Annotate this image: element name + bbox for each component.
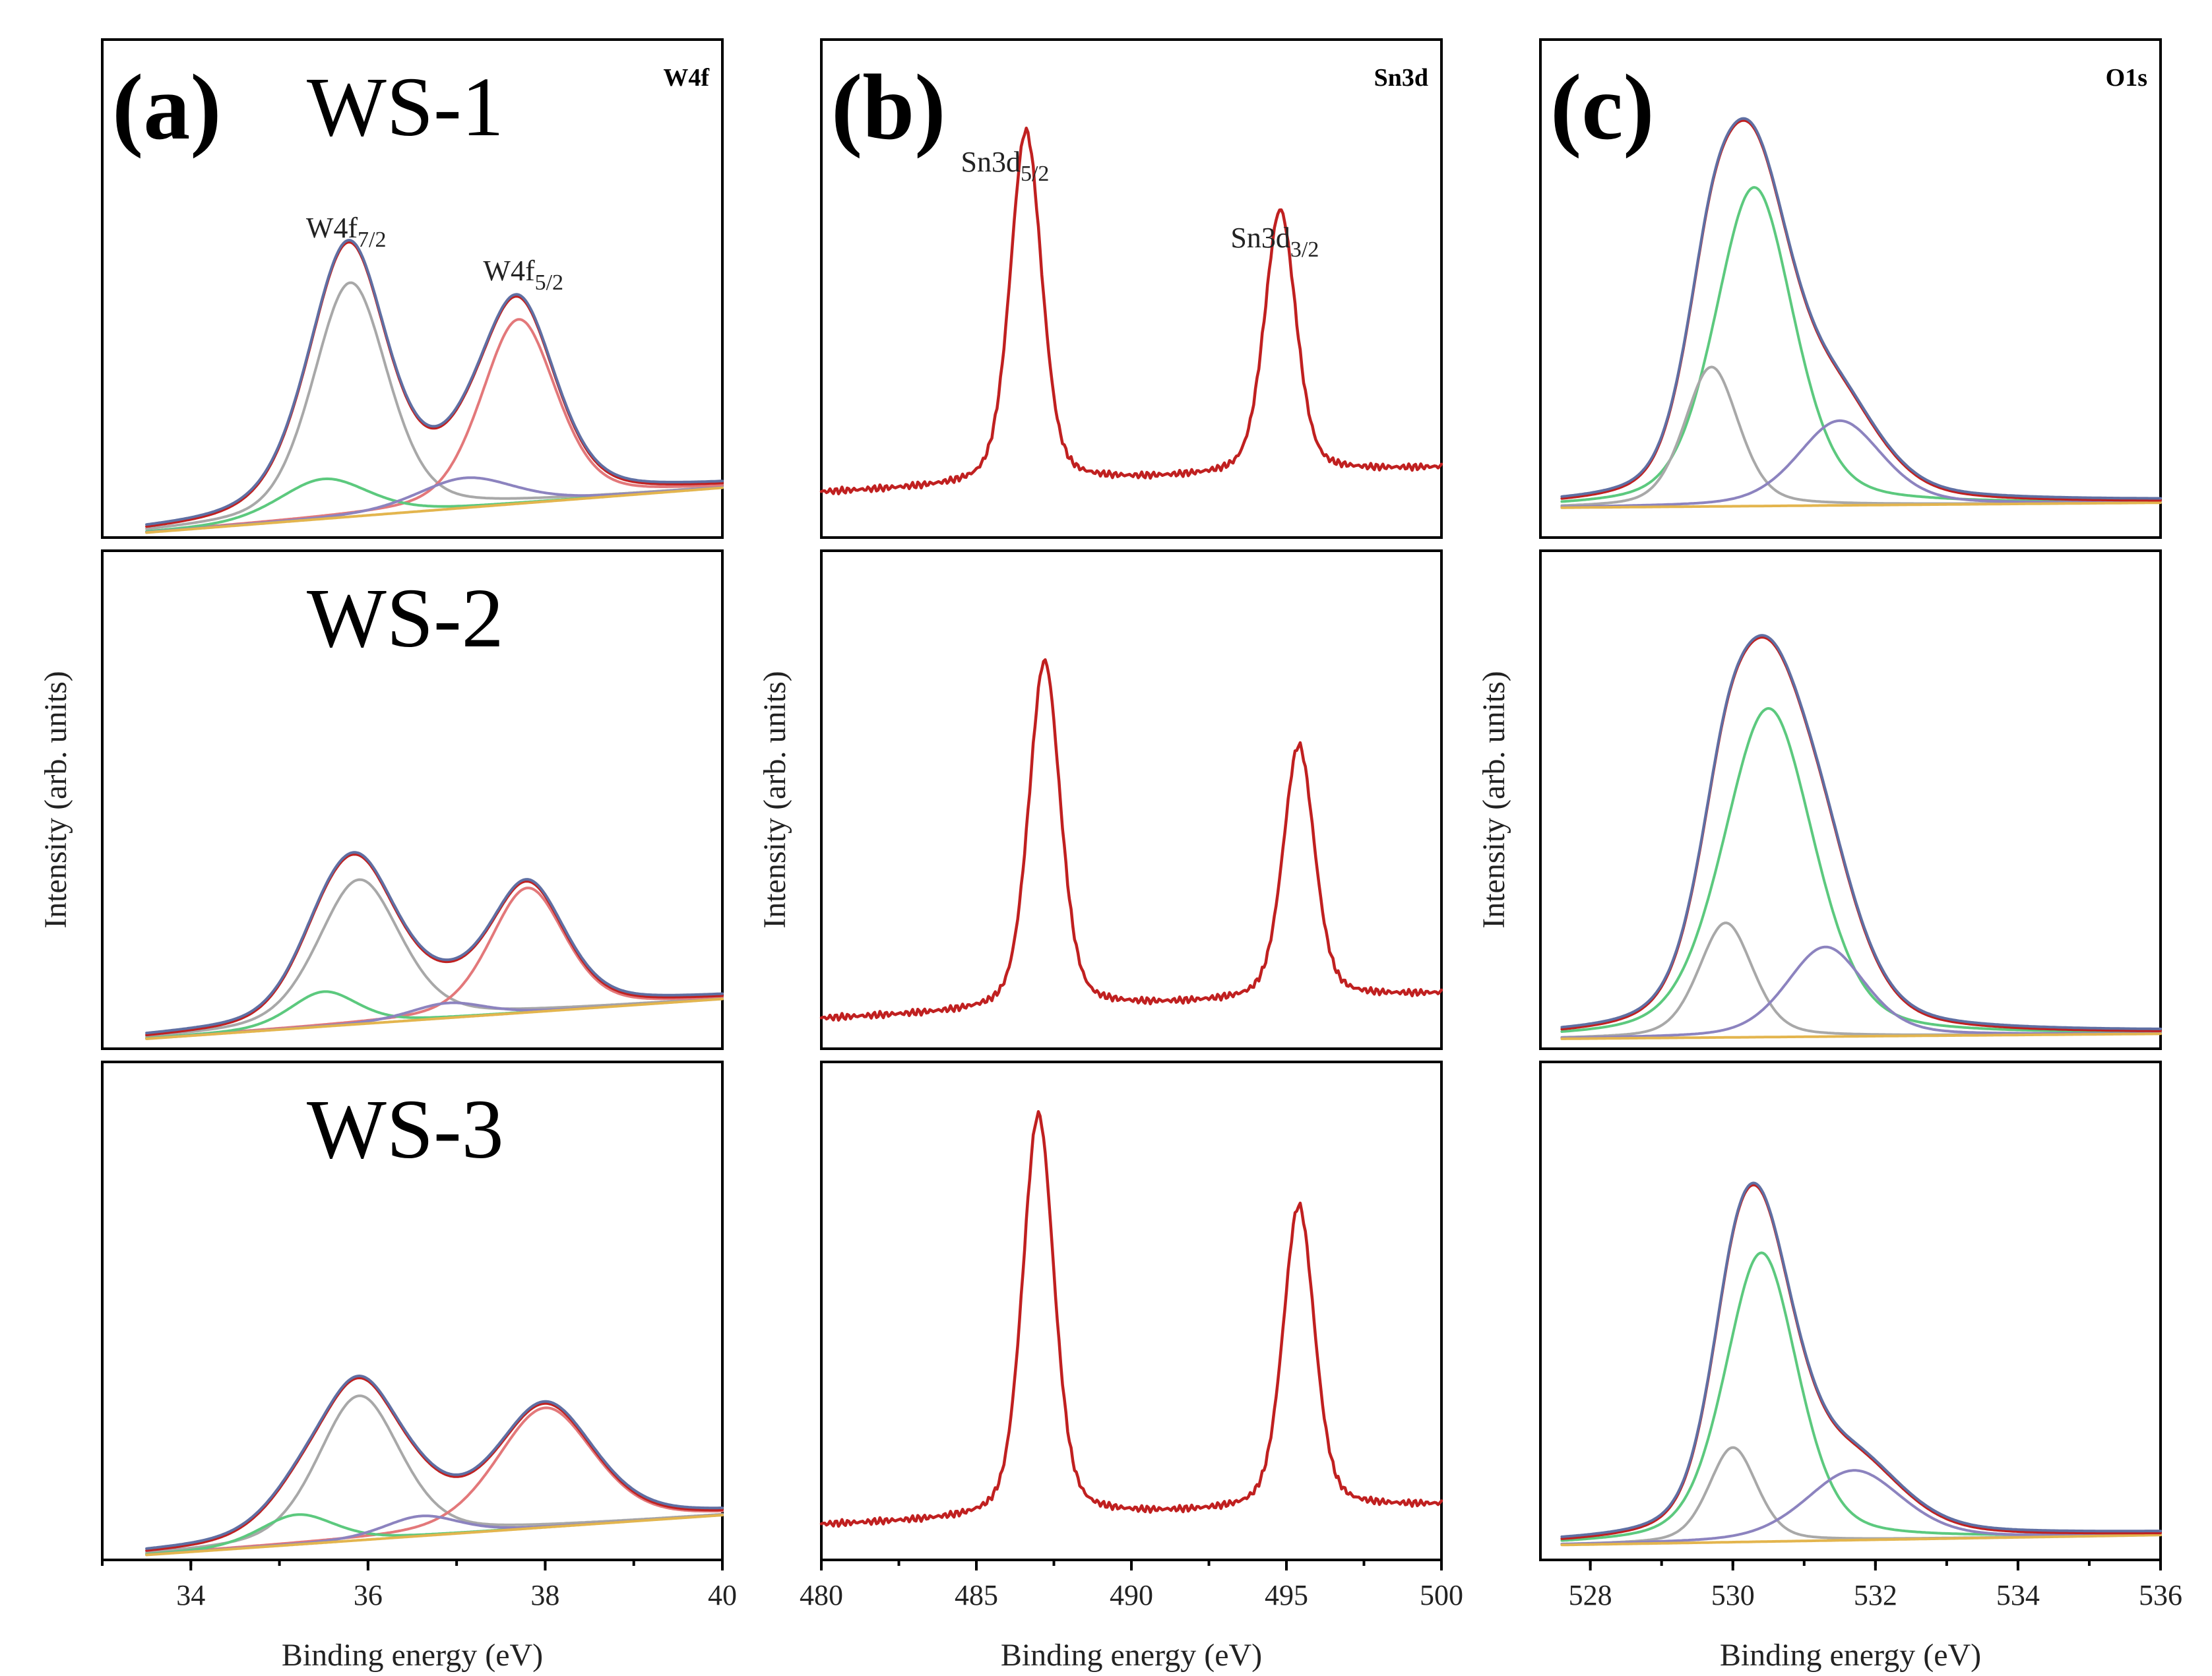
plot-frame: [820, 1061, 1443, 1561]
panel-b-row-3: 480 485 490 495 500 Binding energy (eV): [800, 1061, 1463, 1673]
background-line: [1560, 1534, 2162, 1547]
sample-label: WS-1: [307, 60, 504, 154]
experimental-line: [145, 241, 724, 528]
x-tick-label: 34: [176, 1579, 205, 1611]
envelope-line: [145, 851, 724, 1035]
envelope-line: [145, 1375, 724, 1550]
plot-frame: [1539, 38, 2162, 539]
fit-component-green: [1560, 707, 2162, 1034]
sample-label: WS-3: [307, 1082, 504, 1176]
sample-label: WS-2: [307, 571, 504, 665]
panel-letter: (c): [1550, 55, 1655, 159]
peak-label: Sn3d5/2: [961, 146, 1050, 186]
experimental-line: [819, 126, 1443, 495]
panel-a-row-2: WS-2 Intensity (arb. units): [38, 549, 724, 1050]
envelope-line: [1560, 634, 2162, 1030]
plot-frame: [1539, 1061, 2162, 1561]
panel-b-row-2: Intensity (arb. units): [757, 549, 1443, 1050]
x-tick-label: 528: [1569, 1579, 1612, 1611]
fit-component-purple: [1560, 1469, 2162, 1545]
x-axis-title: Binding energy (eV): [1720, 1638, 1981, 1673]
x-tick-label: 534: [1996, 1579, 2040, 1611]
x-axis-title: Binding energy (eV): [1001, 1638, 1262, 1673]
x-tick-label: 500: [1420, 1579, 1463, 1611]
experimental-line: [145, 853, 724, 1037]
core-level-label: W4f: [663, 64, 710, 92]
background-line: [1560, 501, 2162, 509]
experimental-line: [145, 1377, 724, 1552]
plot-frame: [820, 549, 1443, 1050]
x-tick-label: 40: [708, 1579, 737, 1611]
x-tick-label: 530: [1711, 1579, 1755, 1611]
panel-c-row-1: (c) O1s: [1539, 38, 2162, 539]
panel-c-row-2: Intensity (arb. units): [1476, 549, 2162, 1050]
envelope-line: [145, 239, 724, 526]
x-tick-label: 38: [530, 1579, 559, 1611]
core-level-label: Sn3d: [1374, 64, 1428, 92]
x-tick-label: 495: [1265, 1579, 1308, 1611]
plot-frame: [1539, 549, 2162, 1050]
peak-label: W4f7/2: [306, 212, 387, 252]
core-level-label: O1s: [2106, 64, 2147, 92]
experimental-line: [1560, 1183, 2162, 1540]
background-line: [145, 486, 724, 534]
peak-label: Sn3d3/2: [1230, 222, 1319, 262]
envelope-line: [1560, 1181, 2162, 1538]
panel-c-row-3: 528 530 532 534 536 Binding energy (eV): [1539, 1061, 2182, 1673]
panel-a-row-3: WS-3 34 36 38 40 Binding energy (eV): [101, 1061, 737, 1673]
experimental-line: [819, 658, 1443, 1022]
x-tick-label: 36: [354, 1579, 383, 1611]
x-tick-label: 532: [1854, 1579, 1897, 1611]
envelope-line: [1560, 117, 2162, 500]
y-axis-title: Intensity (arb. units): [1476, 671, 1511, 929]
fit-component-purple: [1560, 419, 2162, 509]
x-tick-label: 485: [955, 1579, 998, 1611]
background-line: [145, 997, 724, 1040]
panel-letter: (b): [831, 55, 946, 159]
y-axis-title: Intensity (arb. units): [38, 671, 73, 929]
x-tick-label: 536: [2139, 1579, 2182, 1611]
panel-letter: (a): [112, 55, 222, 159]
panel-b-row-1: (b) Sn3d Sn3d5/2 Sn3d3/2: [819, 38, 1443, 539]
x-tick-label: 490: [1110, 1579, 1153, 1611]
panel-a-row-1: WS-1 (a) W4f W4f7/2 W4f5/2: [101, 38, 724, 539]
plot-frame: [101, 549, 724, 1050]
peak-label: W4f5/2: [483, 255, 563, 295]
x-axis-title: Binding energy (eV): [282, 1638, 543, 1673]
plot-frame: [101, 38, 724, 539]
background-line: [1560, 1032, 2162, 1040]
y-axis-title: Intensity (arb. units): [757, 671, 792, 929]
experimental-line: [819, 1110, 1443, 1528]
background-line: [145, 1514, 724, 1557]
plot-frame: [820, 38, 1443, 539]
x-tick-label: 480: [800, 1579, 843, 1611]
